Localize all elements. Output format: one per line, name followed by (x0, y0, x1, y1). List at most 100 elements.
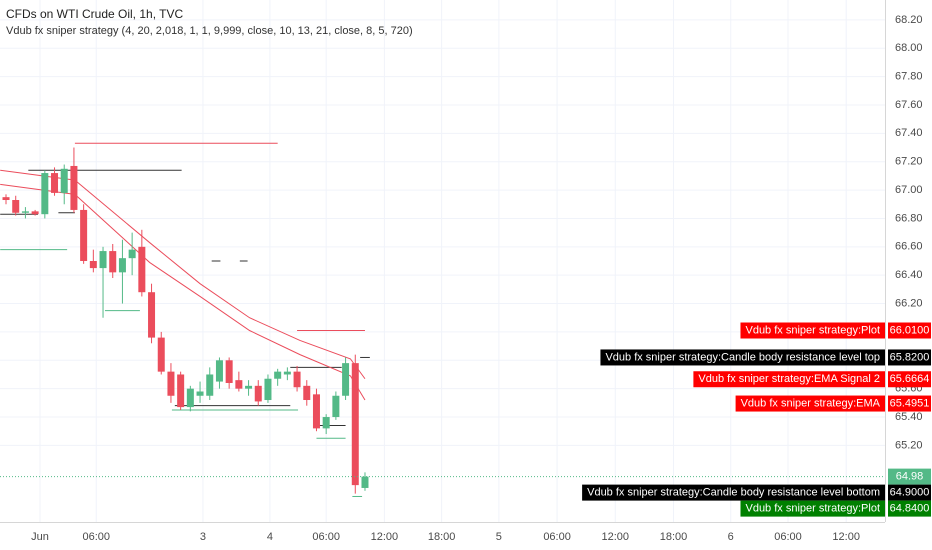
price-label-value: 65.6664 (890, 373, 930, 385)
x-tick-label: 18:00 (660, 531, 688, 543)
candle-body (51, 173, 59, 193)
candle-body (351, 363, 359, 486)
price-label-value: 64.98 (896, 471, 924, 483)
y-tick-label: 68.20 (895, 14, 923, 26)
candle-body (361, 476, 369, 488)
chart-title: CFDs on WTI Crude Oil, 1h, TVC (6, 7, 183, 21)
candle-body (70, 165, 78, 210)
y-tick-label: 67.40 (895, 127, 923, 139)
x-tick-label: 12:00 (832, 531, 860, 543)
candle-body (332, 395, 340, 418)
candle-body (41, 173, 49, 215)
price-label-name-box (735, 395, 885, 412)
x-tick-label: 5 (496, 531, 502, 543)
candle-body (303, 385, 311, 401)
x-tick-label: 18:00 (428, 531, 456, 543)
candle-body (245, 385, 253, 389)
y-tick-label: 66.60 (895, 241, 923, 253)
y-tick-label: 68.00 (895, 42, 923, 54)
y-tick-label: 66.20 (895, 297, 923, 309)
candle-body (235, 380, 243, 389)
y-tick-label: 66.80 (895, 212, 923, 224)
y-tick-label: 65.40 (895, 411, 923, 423)
candle-body (89, 261, 97, 269)
price-label-name: Vdub fx sniper strategy:Candle body resi… (605, 351, 880, 363)
axes: 65.2065.4065.6065.8066.0066.2066.4066.60… (31, 14, 922, 543)
price-label-box (888, 349, 931, 366)
x-tick-label: 06:00 (312, 531, 340, 543)
candle-body (21, 211, 29, 213)
candle-body (128, 249, 136, 259)
candle-body (312, 394, 320, 429)
x-tick-label: 6 (728, 531, 734, 543)
price-label-name: Vdub fx sniper strategy:EMA Signal 2 (698, 373, 880, 385)
price-label-name-box (693, 371, 885, 388)
price-label-name-box (600, 349, 885, 366)
x-tick-label: 12:00 (602, 531, 630, 543)
price-label-name: Vdub fx sniper strategy:Candle body resi… (587, 487, 880, 499)
price-label-box (888, 484, 931, 501)
candle-body (274, 371, 282, 379)
candle-body (264, 378, 272, 401)
candle-body (31, 211, 39, 215)
price-label-name-box (582, 484, 885, 501)
candle-body (177, 374, 185, 408)
candle-body (225, 360, 233, 383)
price-label-value: 64.8400 (890, 503, 930, 515)
y-tick-label: 65.20 (895, 439, 923, 451)
grid (0, 0, 885, 522)
price-label-value: 64.9000 (890, 487, 930, 499)
candle-body (118, 258, 126, 273)
price-label-name: Vdub fx sniper strategy:Plot (745, 324, 880, 336)
price-label-value: 65.4951 (890, 397, 930, 409)
candle-body (206, 374, 214, 396)
candle-body (2, 197, 10, 201)
chart-subtitle: Vdub fx sniper strategy (4, 20, 2,018, 1… (6, 25, 413, 37)
candle-body (99, 251, 107, 269)
candle-body (283, 371, 291, 375)
candle-body (215, 360, 223, 382)
candle-body (167, 371, 175, 396)
candle-body (322, 417, 330, 429)
y-tick-label: 67.20 (895, 156, 923, 168)
candle-body (12, 200, 20, 213)
price-label-name: Vdub fx sniper strategy:EMA (741, 397, 881, 409)
price-label-box (888, 322, 931, 339)
x-tick-label: 06:00 (82, 531, 110, 543)
candle-body (148, 292, 156, 338)
x-tick-label: 3 (200, 531, 206, 543)
x-tick-label: Jun (31, 531, 49, 543)
candle-body (157, 337, 165, 372)
price-labels: 66.0100 Vdub fx sniper strategy:Plot 65.82… (582, 322, 931, 517)
price-label-box (888, 468, 931, 485)
candle-body (342, 363, 350, 396)
candle-body (80, 209, 88, 261)
candle-body (186, 388, 194, 408)
candle-body (293, 371, 301, 388)
x-tick-label: 4 (267, 531, 273, 543)
price-label-value: 65.8200 (890, 351, 930, 363)
y-tick-label: 67.00 (895, 184, 923, 196)
price-label-name: Vdub fx sniper strategy:Plot (745, 503, 880, 515)
price-label-box (888, 395, 931, 412)
candle-body (254, 385, 262, 402)
price-label-name-box (740, 500, 885, 517)
plot (0, 142, 885, 497)
candle-body (138, 246, 146, 293)
candle-body (60, 168, 68, 193)
candle-body (109, 251, 117, 273)
price-label-name-box (740, 322, 885, 339)
price-label-value: 66.0100 (890, 324, 930, 336)
x-tick-label: 06:00 (543, 531, 571, 543)
ema-line (0, 169, 366, 380)
y-tick-label: 67.80 (895, 71, 923, 83)
ema-line (0, 183, 366, 401)
x-tick-label: 06:00 (774, 531, 802, 543)
candle-body (196, 391, 204, 396)
x-tick-label: 12:00 (371, 531, 399, 543)
y-tick-label: 66.40 (895, 269, 923, 281)
price-label-box (888, 500, 931, 517)
y-tick-label: 67.60 (895, 99, 923, 111)
price-label-box (888, 371, 931, 388)
